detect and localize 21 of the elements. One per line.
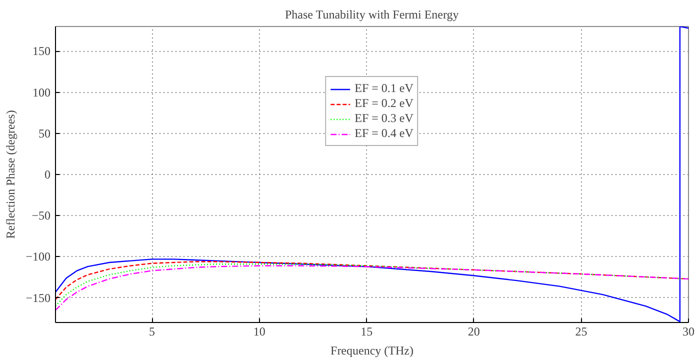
- x-tick-label: 5: [149, 324, 156, 338]
- line-series: [56, 26, 688, 322]
- y-axis-title: Reflection Phase (degrees): [4, 110, 18, 239]
- legend-label: EF = 0.4 eV: [354, 126, 414, 141]
- x-tick-label: 25: [575, 324, 588, 338]
- x-tick-label: 15: [360, 324, 373, 338]
- y-tick-label: 150: [32, 44, 50, 58]
- y-tick-label: −150: [26, 290, 51, 305]
- legend-label: EF = 0.3 eV: [354, 111, 414, 126]
- x-axis-title: Frequency (THz): [330, 344, 414, 358]
- legend-label: EF = 0.2 eV: [354, 96, 414, 111]
- x-tick-label: 30: [682, 324, 694, 338]
- legend-label: EF = 0.1 eV: [354, 81, 414, 96]
- x-tick-label: 10: [253, 324, 266, 338]
- y-tick-label: 0: [44, 168, 50, 182]
- chart-title: Phase Tunability with Fermi Energy: [285, 8, 459, 22]
- y-tick-label: −100: [26, 250, 51, 264]
- y-tick-label: 100: [32, 85, 50, 100]
- y-tick-label: 50: [38, 126, 50, 140]
- y-tick-label: −50: [32, 208, 51, 223]
- x-tick-label: 20: [468, 324, 480, 338]
